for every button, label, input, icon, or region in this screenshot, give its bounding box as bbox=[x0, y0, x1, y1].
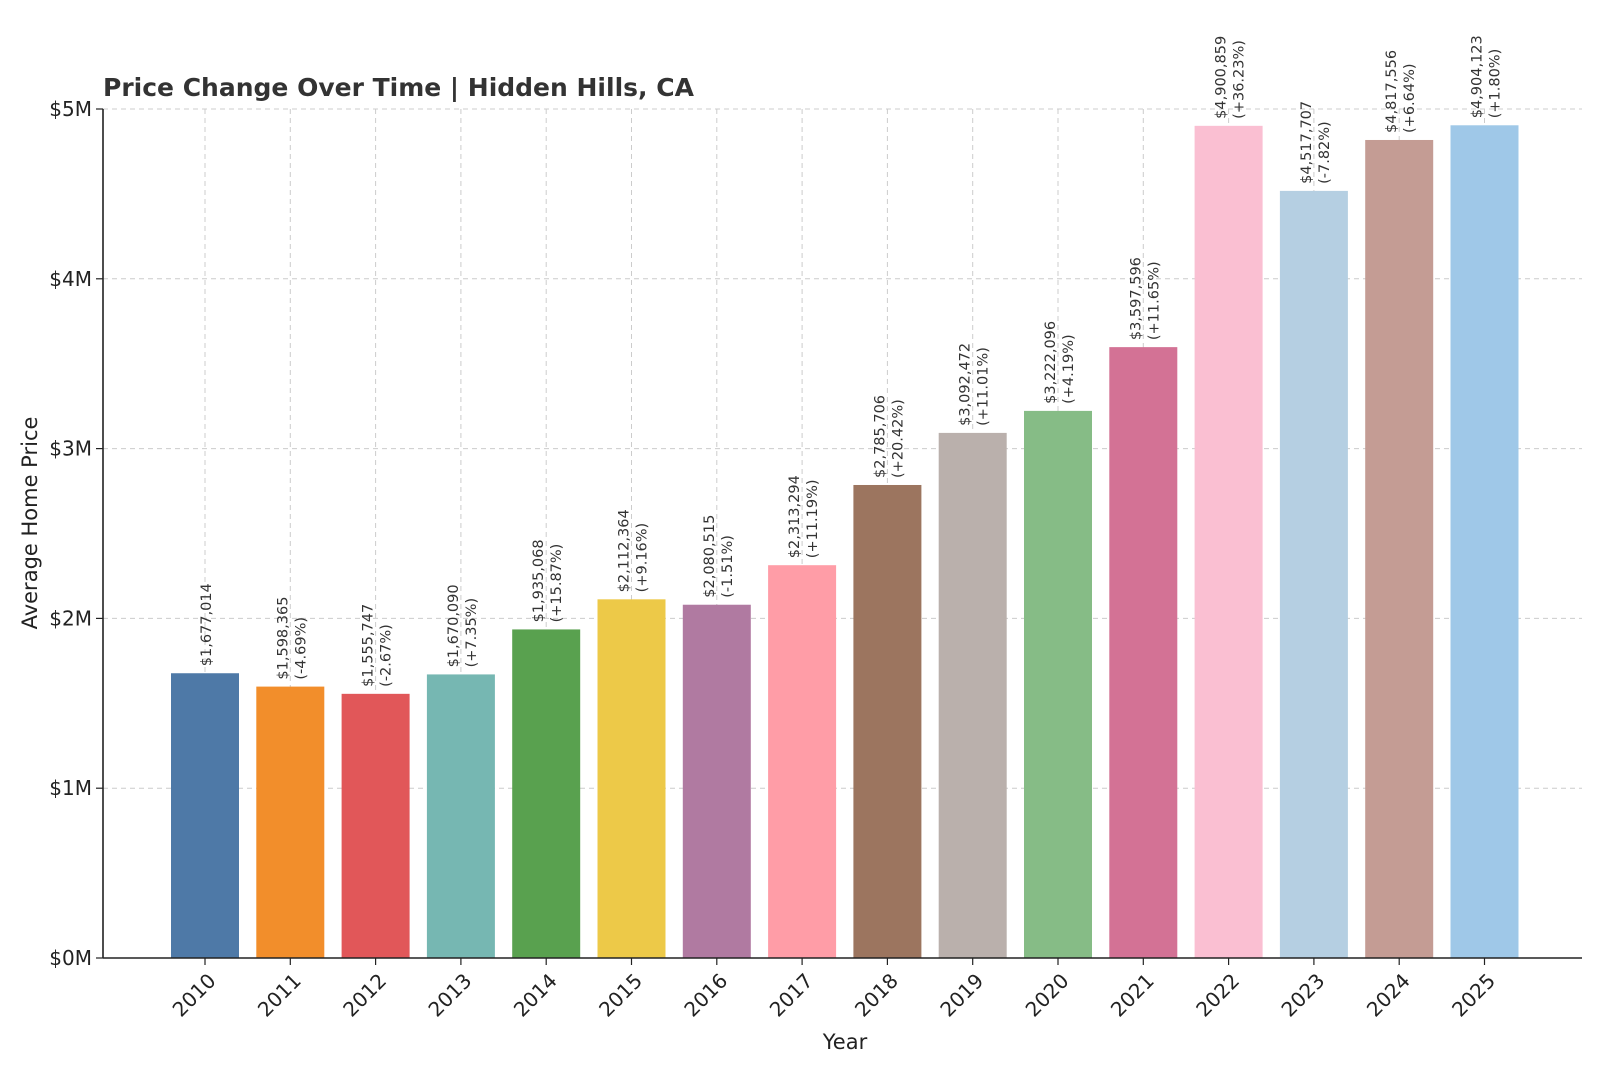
change-label: (+11.19%) bbox=[805, 479, 821, 558]
bar-label-2023: $4,517,707 (-7.82%) bbox=[1299, 101, 1333, 184]
x-tick-label: 2011 bbox=[253, 969, 306, 1022]
bar-2013 bbox=[426, 674, 495, 958]
bar-2022 bbox=[1194, 125, 1263, 958]
bar-label-2022: $4,900,859 (+36.23%) bbox=[1214, 36, 1248, 119]
y-tick-label: $4M bbox=[49, 267, 92, 291]
value-label: $4,817,556 bbox=[1384, 50, 1400, 133]
change-label: (-4.69%) bbox=[293, 617, 309, 680]
x-tick-label: 2012 bbox=[338, 969, 391, 1022]
bar-label-2014: $1,935,068 (+15.87%) bbox=[531, 539, 565, 622]
bar-label-2024: $4,817,556 (+6.64%) bbox=[1384, 50, 1418, 133]
y-axis-title: Average Home Price bbox=[18, 417, 42, 630]
value-label: $2,313,294 bbox=[787, 475, 803, 558]
bar-2016 bbox=[682, 604, 751, 958]
value-label: $1,677,014 bbox=[199, 583, 215, 666]
bar-label-2025: $4,904,123 (+1.80%) bbox=[1470, 35, 1504, 118]
bar-2021 bbox=[1109, 347, 1178, 959]
change-label: (+9.16%) bbox=[635, 523, 651, 593]
x-tick-label: 2016 bbox=[679, 969, 732, 1022]
y-tick-label: $3M bbox=[49, 437, 92, 461]
value-label: $1,935,068 bbox=[531, 539, 547, 622]
change-label: (+7.35%) bbox=[464, 598, 480, 668]
x-tick-label: 2018 bbox=[850, 969, 903, 1022]
x-axis-title: Year bbox=[822, 1030, 868, 1054]
y-tick-label: $5M bbox=[49, 97, 92, 121]
bar-2024 bbox=[1365, 139, 1434, 958]
x-tick-label: 2010 bbox=[168, 969, 221, 1022]
x-tick-label: 2025 bbox=[1447, 969, 1500, 1022]
value-label: $4,517,707 bbox=[1299, 101, 1315, 184]
change-label: (-2.67%) bbox=[379, 624, 395, 687]
bar-2020 bbox=[1024, 410, 1092, 959]
value-label: $4,900,859 bbox=[1214, 36, 1230, 119]
change-label: (+11.01%) bbox=[976, 347, 992, 426]
value-label: $1,670,090 bbox=[446, 584, 462, 667]
y-tick-label: $0M bbox=[49, 946, 92, 970]
bar-label-2011: $1,598,365 (-4.69%) bbox=[275, 597, 309, 680]
change-label: (+20.42%) bbox=[890, 399, 906, 478]
bar-label-2017: $2,313,294 (+11.19%) bbox=[787, 475, 821, 558]
x-tick-label: 2023 bbox=[1276, 969, 1329, 1022]
value-label: $1,555,747 bbox=[361, 604, 377, 687]
change-label: (+4.19%) bbox=[1061, 334, 1077, 404]
value-label: $3,092,472 bbox=[958, 343, 974, 426]
change-label: (-1.51%) bbox=[720, 535, 736, 598]
bar-2019 bbox=[938, 432, 1007, 958]
x-tick-label: 2019 bbox=[935, 969, 988, 1022]
bar-2012 bbox=[341, 693, 410, 958]
x-tick-label: 2015 bbox=[594, 969, 647, 1022]
grid bbox=[103, 108, 1582, 958]
value-label: $2,785,706 bbox=[872, 395, 888, 478]
bar-label-2013: $1,670,090 (+7.35%) bbox=[446, 584, 480, 667]
bar-2025 bbox=[1450, 125, 1519, 959]
bar-label-2018: $2,785,706 (+20.42%) bbox=[872, 395, 906, 478]
value-label: $3,597,596 bbox=[1128, 257, 1144, 340]
change-label: (+1.80%) bbox=[1488, 49, 1504, 119]
change-label: (-7.82%) bbox=[1317, 121, 1333, 184]
bar-2017 bbox=[768, 565, 837, 958]
value-label: $3,222,096 bbox=[1043, 321, 1059, 404]
value-label: $1,598,365 bbox=[275, 597, 291, 680]
y-tick-label: $1M bbox=[49, 776, 92, 800]
bar-2023 bbox=[1279, 190, 1348, 958]
x-tick-label: 2020 bbox=[1021, 969, 1074, 1022]
bar-2014 bbox=[512, 629, 581, 958]
x-tick-label: 2014 bbox=[509, 969, 562, 1022]
bar-label-2010: $1,677,014 bbox=[199, 583, 215, 666]
value-label: $2,080,515 bbox=[702, 515, 718, 598]
bar-label-2015: $2,112,364 (+9.16%) bbox=[617, 509, 651, 592]
bar-2010 bbox=[171, 673, 239, 958]
value-label: $4,904,123 bbox=[1470, 35, 1486, 118]
bar-label-2021: $3,597,596 (+11.65%) bbox=[1128, 257, 1162, 340]
bar-label-2012: $1,555,747 (-2.67%) bbox=[361, 604, 395, 687]
x-tick-label: 2017 bbox=[765, 969, 818, 1022]
chart-title: Price Change Over Time | Hidden Hills, C… bbox=[103, 73, 695, 102]
x-tick-label: 2024 bbox=[1362, 969, 1415, 1022]
x-tick-label: 2022 bbox=[1191, 969, 1244, 1022]
bar-label-2019: $3,092,472 (+11.01%) bbox=[958, 343, 992, 426]
y-tick-label: $2M bbox=[49, 606, 92, 630]
data-labels: $1,677,014 $1,598,365 (-4.69%) $1,555,747 (-… bbox=[199, 35, 1504, 687]
change-label: (+36.23%) bbox=[1232, 40, 1248, 119]
bar-2015 bbox=[597, 599, 666, 958]
bar-2018 bbox=[853, 484, 922, 958]
bar-label-2020: $3,222,096 (+4.19%) bbox=[1043, 321, 1077, 404]
change-label: (+15.87%) bbox=[549, 544, 565, 623]
value-label: $2,112,364 bbox=[617, 509, 633, 592]
bar-2011 bbox=[256, 686, 325, 958]
x-tick-label: 2021 bbox=[1106, 969, 1159, 1022]
x-tick-label: 2013 bbox=[423, 969, 476, 1022]
bar-label-2016: $2,080,515 (-1.51%) bbox=[702, 515, 736, 598]
bars bbox=[171, 125, 1519, 959]
change-label: (+11.65%) bbox=[1146, 261, 1162, 340]
change-label: (+6.64%) bbox=[1402, 63, 1418, 133]
